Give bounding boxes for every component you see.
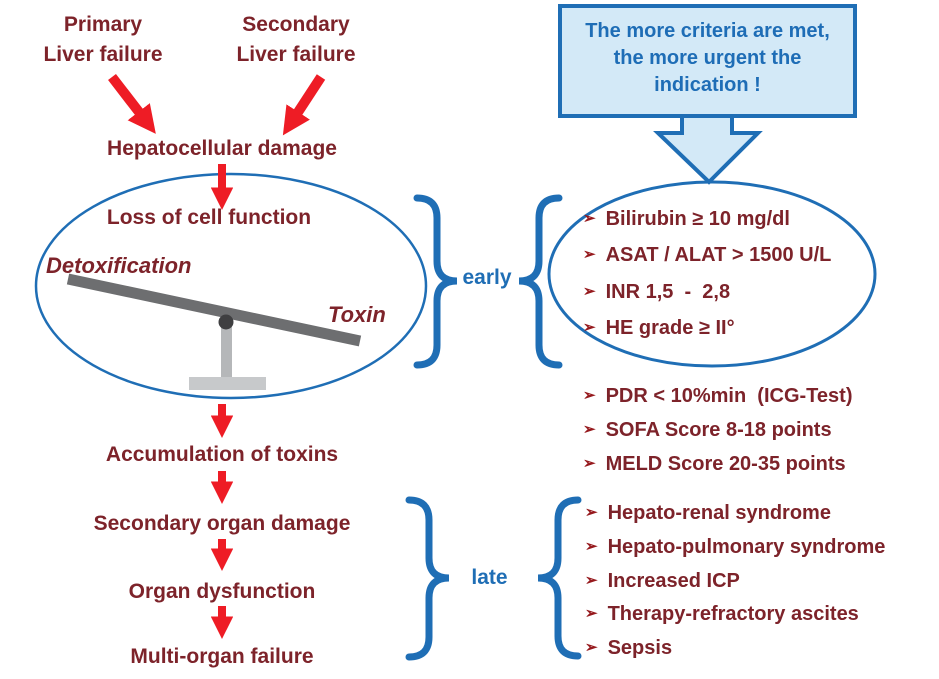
secondary-liver-failure-label: Secondary Liver failure [236, 13, 356, 66]
late-criteria-list: ➢ Hepato-renal syndrome ➢ Hepato-pulmona… [585, 497, 885, 665]
accumulation-of-toxins-label: Accumulation of toxins [105, 443, 339, 466]
hepatocellular-damage-label: Hepatocellular damage [107, 137, 337, 160]
criterion-label: Hepato-pulmonary syndrome [607, 536, 886, 559]
arrow-bullet-icon: ➢ [583, 454, 596, 472]
criterion-label: MELD Score 20-35 points [605, 452, 846, 475]
list-item: ➢ PDR < 10%min (ICG-Test) [583, 379, 852, 413]
criterion-label: Increased ICP [607, 569, 740, 592]
criterion-label: Therapy-refractory ascites [607, 603, 859, 626]
list-item: ➢ ASAT / ALAT > 1500 U/L [583, 238, 831, 275]
arrow-bullet-icon: ➢ [583, 282, 596, 300]
organ-dysfunction-label: Organ dysfunction [128, 580, 316, 603]
list-item: ➢ Increased ICP [585, 564, 885, 598]
arrow-bullet-icon: ➢ [585, 504, 598, 522]
early-stage-label: early [462, 266, 512, 289]
list-item: ➢ Bilirubin ≥ 10 mg/dl [583, 201, 831, 238]
arrow-bullet-icon: ➢ [583, 246, 596, 264]
list-item: ➢ Hepato-pulmonary syndrome [585, 531, 885, 565]
list-item: ➢ HE grade ≥ II° [583, 311, 831, 348]
primary-liver-failure-label: Primary Liver failure [43, 13, 163, 66]
criterion-label: HE grade ≥ II° [605, 317, 735, 340]
late-stage-label: late [471, 566, 508, 589]
criterion-label: ASAT / ALAT > 1500 U/L [605, 244, 832, 267]
criterion-label: SOFA Score 8-18 points [605, 418, 832, 441]
list-item: ➢ Sepsis [585, 632, 885, 666]
criterion-label: PDR < 10%min (ICG-Test) [605, 384, 853, 407]
arrow-bullet-icon: ➢ [585, 639, 598, 657]
list-item: ➢ INR 1,5 - 2,8 [583, 274, 831, 311]
criterion-label: INR 1,5 - 2,8 [605, 280, 731, 303]
score-criteria-list: ➢ PDR < 10%min (ICG-Test) ➢ SOFA Score 8… [583, 379, 852, 481]
loss-of-cell-function-label: Loss of cell function [106, 206, 312, 229]
criterion-label: Bilirubin ≥ 10 mg/dl [605, 207, 790, 230]
arrow-bullet-icon: ➢ [583, 420, 596, 438]
urgency-callout-box: The more criteria are met, the more urge… [558, 4, 857, 118]
arrow-bullet-icon: ➢ [585, 605, 598, 623]
list-item: ➢ SOFA Score 8-18 points [583, 413, 852, 447]
arrow-bullet-icon: ➢ [585, 571, 598, 589]
list-item: ➢ Therapy-refractory ascites [585, 598, 885, 632]
toxin-label: Toxin [328, 302, 386, 327]
seesaw-balance-icon [66, 273, 362, 390]
arrow-bullet-icon: ➢ [583, 209, 596, 227]
secondary-organ-damage-label: Secondary organ damage [93, 512, 351, 535]
list-item: ➢ Hepato-renal syndrome [585, 497, 885, 531]
arrow-bullet-icon: ➢ [583, 386, 596, 404]
arrow-bullet-icon: ➢ [585, 538, 598, 556]
multi-organ-failure-label: Multi-organ failure [130, 645, 314, 668]
detoxification-label: Detoxification [46, 253, 192, 278]
list-item: ➢ MELD Score 20-35 points [583, 447, 852, 481]
callout-down-arrow [653, 112, 763, 185]
early-criteria-list: ➢ Bilirubin ≥ 10 mg/dl ➢ ASAT / ALAT > 1… [583, 201, 831, 347]
criterion-label: Sepsis [607, 637, 673, 660]
criterion-label: Hepato-renal syndrome [607, 502, 831, 525]
arrow-bullet-icon: ➢ [583, 319, 596, 337]
